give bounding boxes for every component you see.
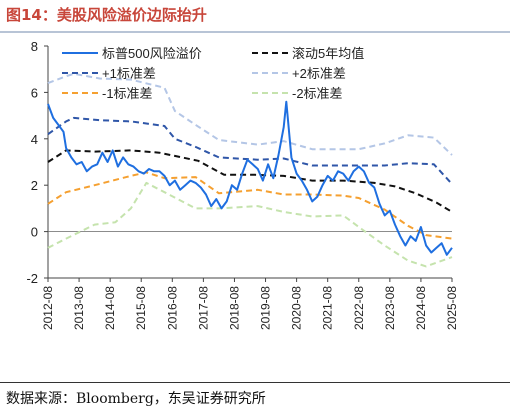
x-tick-label: 2024-08: [414, 286, 428, 330]
series-line-mean: [47, 149, 453, 213]
title-divider: [0, 31, 510, 33]
legend-label-minus1: -1标准差: [102, 86, 153, 101]
series-line-plus1: [47, 116, 453, 185]
x-tick-label: 2022-08: [352, 286, 366, 330]
legend-label-minus2: -2标准差: [292, 86, 343, 101]
footer-divider: [0, 382, 510, 383]
y-tick-label: 4: [31, 132, 38, 147]
chart-area: -2 0 2 4 6 8 2012-08 2013-08 2014-08 2015-08 2016-…: [26, 39, 459, 330]
series-line-erp: [47, 100, 453, 256]
x-tick-label: 2025-08: [445, 286, 459, 330]
series-line-minus1: [47, 171, 453, 240]
y-tick-label: -2: [26, 271, 38, 286]
x-tick-label: 2020-08: [290, 286, 304, 330]
figure-title: 图14：美股风险溢价边际抬升: [6, 6, 207, 24]
x-tick-label: 2023-08: [383, 286, 397, 330]
series-line-minus2: [47, 181, 453, 268]
x-tick-label: 2021-08: [321, 286, 335, 330]
series-line-plus2: [47, 72, 453, 156]
y-tick-label: 0: [31, 225, 38, 240]
x-tick-label: 2013-08: [72, 286, 86, 330]
legend-label-plus2: +2标准差: [292, 66, 346, 81]
x-tick-label: 2019-08: [259, 286, 273, 330]
x-tick-label: 2015-08: [134, 286, 148, 330]
y-tick-label: 8: [31, 39, 38, 54]
x-tick-label: 2018-08: [227, 286, 241, 330]
legend-label-plus1: +1标准差: [102, 66, 156, 81]
y-tick-label: 6: [31, 85, 38, 100]
x-tick-label: 2016-08: [165, 286, 179, 330]
x-tick-label: 2017-08: [196, 286, 210, 330]
source-note: 数据来源：Bloomberg，东吴证券研究所: [6, 391, 266, 407]
legend-label-erp: 标普500风险溢价: [102, 46, 202, 61]
x-tick-label: 2012-08: [41, 286, 55, 330]
y-tick-label: 2: [31, 178, 38, 193]
x-tick-label: 2014-08: [103, 286, 117, 330]
legend-label-mean: 滚动5年均值: [292, 46, 364, 61]
